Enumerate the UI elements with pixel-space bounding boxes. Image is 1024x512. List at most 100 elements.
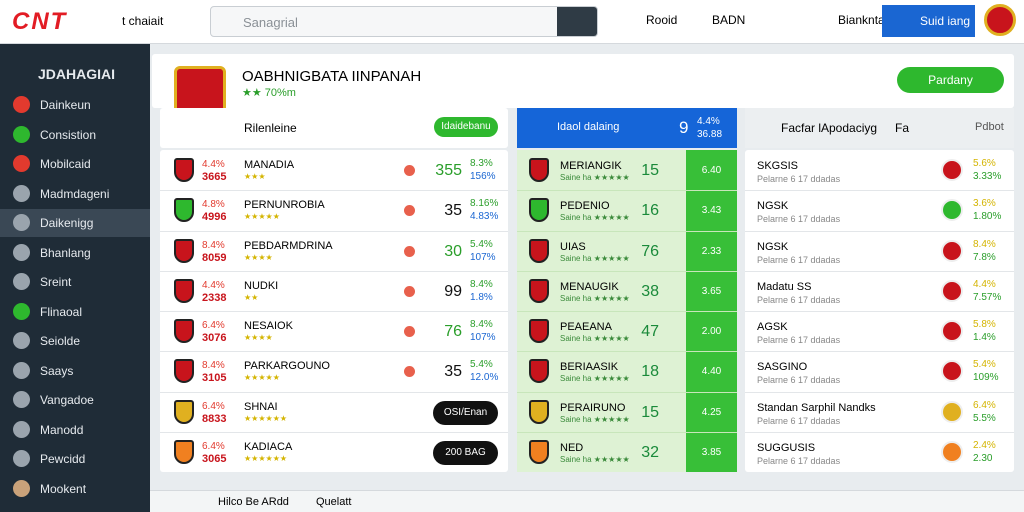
sidebar-item[interactable]: Dainkeun <box>0 91 150 119</box>
sidebar-item[interactable]: Bhanlang <box>0 239 150 267</box>
sidebar-item[interactable]: Mookent <box>0 475 150 503</box>
ranking-stat: 36.88 <box>697 129 723 140</box>
factor-name: NGSK <box>757 240 789 253</box>
divider <box>745 311 1014 312</box>
sidebar-item[interactable]: Saays <box>0 357 150 385</box>
team-list: 4.4% 3665 MANADIA ★★★ 355 8.3% 156% 4.8% 4996 PER… <box>160 150 508 472</box>
divider <box>517 391 737 393</box>
factor-sub: Pelarne 6 17 ddadas <box>757 174 841 184</box>
stat: 5.4% <box>973 359 996 371</box>
team-logo <box>529 399 549 424</box>
sidebar-label: Manodd <box>40 422 84 437</box>
sidebar-item[interactable]: Mobilcaid <box>0 150 150 178</box>
stat: 5.8% <box>973 319 996 330</box>
list-label: Rilenleine <box>244 121 297 135</box>
team-sub: Saine ha ★★★★★ <box>560 334 630 343</box>
footer-link[interactable]: Quelatt <box>316 496 352 508</box>
factor-name: Madatu SS <box>757 280 812 293</box>
change: 6.4% <box>202 320 225 331</box>
stat: 7.8% <box>973 251 996 263</box>
list-header: Rilenleine Idaidebanu <box>160 108 508 148</box>
sidebar-item[interactable]: Seiolde <box>0 327 150 355</box>
nav-link[interactable]: Rooid <box>646 13 678 27</box>
sidebar-item[interactable]: Pewcidd <box>0 445 150 473</box>
list-button[interactable]: Idaidebanu <box>434 117 498 137</box>
account-menu[interactable]: t chaiait <box>122 14 164 28</box>
stat: 1.8% <box>470 291 493 303</box>
action-button[interactable]: OSI/Enan <box>433 400 498 425</box>
stat: 6.4% <box>973 399 996 411</box>
stars: ★★★★★★ <box>244 413 288 423</box>
sidebar-label: Madmdageni <box>40 186 110 201</box>
stat: 3.85 <box>701 446 722 458</box>
divider <box>160 351 508 353</box>
panel-button[interactable]: Pardany <box>897 67 1004 93</box>
logo[interactable]: CNT <box>12 8 68 35</box>
team-logo <box>529 319 549 343</box>
stat: 8.4% <box>470 319 493 330</box>
ranking-stat: 4.4% <box>697 116 720 127</box>
factors-action[interactable]: Pdbot <box>975 121 1004 133</box>
team-logo <box>529 439 549 464</box>
stat: 6.40 <box>701 165 722 176</box>
factor-icon <box>941 440 963 463</box>
sidebar: JDAHAGIAI Dainkeun Consistion Mobilcaid Mad… <box>0 44 150 512</box>
divider <box>160 311 508 312</box>
sidebar-label: Seiolde <box>40 334 81 348</box>
change: 6.4% <box>202 440 225 452</box>
sidebar-label: Pewcidd <box>40 452 86 466</box>
sidebar-item[interactable]: Consistion <box>0 121 150 149</box>
value: 99 <box>444 282 462 300</box>
score: 3065 <box>202 452 227 465</box>
sidebar-item[interactable]: Flinaoal <box>0 298 150 326</box>
value: 76 <box>444 323 462 340</box>
team-logo <box>529 198 549 223</box>
divider <box>745 351 1014 353</box>
change: 4.4% <box>202 279 225 291</box>
sidebar-label: Vangadoe <box>40 393 94 407</box>
sidebar-item[interactable]: Vangadoe <box>0 386 150 414</box>
sidebar-icon <box>13 243 30 261</box>
avatar[interactable] <box>984 4 1016 36</box>
divider <box>160 270 508 272</box>
status-dot <box>404 205 415 217</box>
team-logo <box>174 158 194 182</box>
footer-search[interactable]: Hilco Be ARdd <box>218 496 289 508</box>
sidebar-icon <box>13 125 30 143</box>
search-box[interactable]: Sanagrial <box>210 6 598 37</box>
user-button[interactable]: Suid iang <box>882 5 975 37</box>
team-sub: Saine ha ★★★★★ <box>560 213 630 223</box>
change: 6.4% <box>202 400 225 412</box>
team-logo <box>174 238 194 263</box>
stat: 8.4% <box>470 278 493 290</box>
sidebar-label: Mookent <box>40 481 87 496</box>
team-logo <box>529 278 549 303</box>
sidebar-label: Daikenigg <box>40 216 94 230</box>
team-name: PEAEANA <box>560 321 612 333</box>
stat: 3.43 <box>701 205 722 217</box>
nav-link[interactable]: Bianknta <box>838 13 885 27</box>
sidebar-icon <box>13 184 30 202</box>
sidebar-icon <box>13 450 30 467</box>
nav-link[interactable]: BADN <box>712 13 746 27</box>
stat: 3.33% <box>973 171 1002 182</box>
status-dot <box>404 165 415 176</box>
sidebar-item[interactable]: Daikenigg <box>0 209 150 237</box>
factor-icon <box>941 400 963 423</box>
action-button[interactable]: 200 BAG <box>433 440 498 465</box>
stat: 2.00 <box>701 326 722 337</box>
sidebar-item[interactable]: Madmdageni <box>0 180 150 208</box>
team-name: PARKARGOUNO <box>244 360 330 373</box>
panel-header: OABHNIGBATA IINPANAH ★★ 70%m Pardany <box>152 54 1014 128</box>
sidebar-item[interactable]: Sreint <box>0 268 150 296</box>
team-logo <box>174 399 194 424</box>
team-name: PEBDARMDRINA <box>244 239 333 252</box>
ranking-header: Idaol dalaing 9 4.4% 36.88 <box>517 108 737 148</box>
search-button[interactable] <box>557 7 597 36</box>
sidebar-label: Bhanlang <box>40 245 91 260</box>
sidebar-icon <box>13 361 30 379</box>
change: 4.8% <box>202 199 225 211</box>
sidebar-item[interactable]: Manodd <box>0 416 150 444</box>
factors-tag: Fa <box>895 121 910 135</box>
